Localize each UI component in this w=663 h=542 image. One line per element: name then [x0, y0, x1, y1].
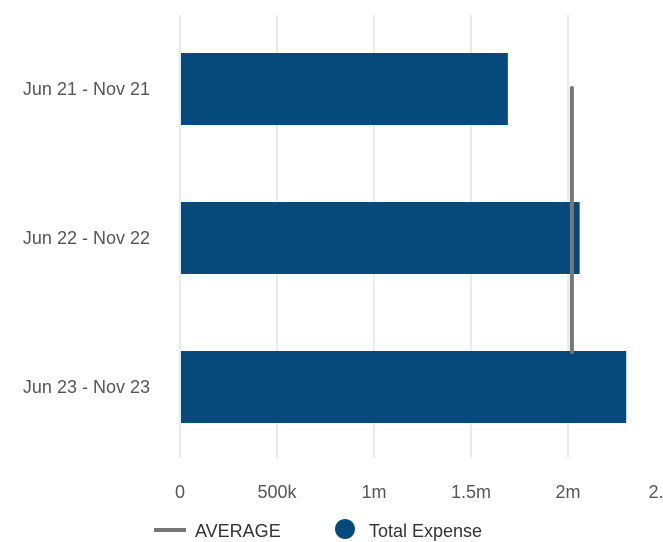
- x-tick-label: 1.5m: [451, 482, 491, 502]
- category-label: Jun 23 - Nov 23: [23, 377, 150, 397]
- bars: [181, 53, 627, 423]
- bar: [181, 53, 508, 125]
- category-label: Jun 21 - Nov 21: [23, 79, 150, 99]
- x-axis-tick-labels: 0 500k 1m 1.5m 2m 2.…: [175, 482, 663, 502]
- x-tick-label: 2.…: [648, 482, 663, 502]
- legend-total-expense-swatch: [335, 519, 355, 539]
- legend-average-label: AVERAGE: [195, 521, 281, 541]
- x-tick-label: 1m: [361, 482, 386, 502]
- legend: AVERAGE Total Expense: [154, 519, 482, 541]
- bar: [181, 202, 580, 274]
- bar: [181, 351, 627, 423]
- x-tick-label: 2m: [555, 482, 580, 502]
- x-tick-label: 500k: [257, 482, 297, 502]
- category-labels: Jun 21 - Nov 21 Jun 22 - Nov 22 Jun 23 - N…: [23, 79, 150, 397]
- x-tick-label: 0: [175, 482, 185, 502]
- category-label: Jun 22 - Nov 22: [23, 228, 150, 248]
- legend-total-expense-label: Total Expense: [369, 521, 482, 541]
